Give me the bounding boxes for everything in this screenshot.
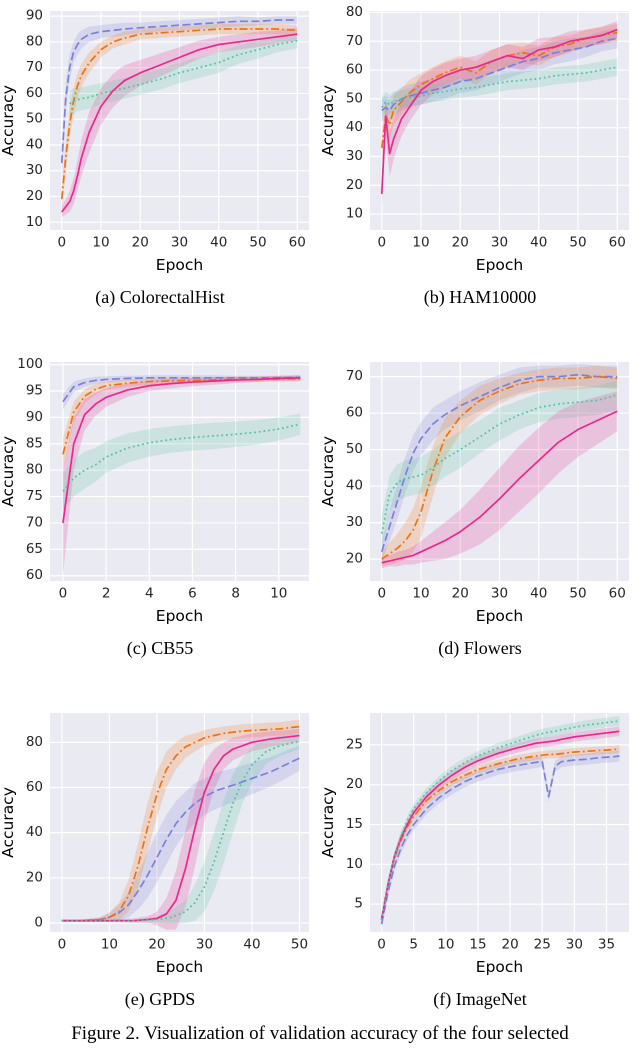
subplot-f-caption: (f) ImageNet	[433, 989, 527, 1009]
chart-canvas-cb55	[0, 355, 320, 633]
subplot-a-caption: (a) ColorectalHist	[95, 287, 225, 307]
chart-canvas-imagenet	[320, 706, 640, 984]
subplot-e-caption: (e) GPDS	[124, 989, 196, 1009]
subplot-b-caption: (b) HAM10000	[423, 287, 537, 307]
subplot-d: (d) Flowers	[320, 355, 640, 660]
figure-caption: Figure 2. Visualization of validation ac…	[71, 1023, 569, 1044]
chart-canvas-gpds	[0, 706, 320, 984]
subplot-f: (f) ImageNet	[320, 706, 640, 1011]
subplot-a: (a) ColorectalHist	[0, 4, 320, 309]
subplot-c: (c) CB55	[0, 355, 320, 660]
subplot-b: (b) HAM10000	[320, 4, 640, 309]
chart-canvas-ham10000	[320, 4, 640, 282]
subplot-e: (e) GPDS	[0, 706, 320, 1011]
subplot-grid: (a) ColorectalHist (b) HAM10000 (c) CB55…	[0, 4, 640, 1011]
chart-canvas-colorectalhist	[0, 4, 320, 282]
subplot-d-caption: (d) Flowers	[438, 638, 522, 658]
subplot-c-caption: (c) CB55	[126, 638, 194, 658]
chart-canvas-flowers	[320, 355, 640, 633]
